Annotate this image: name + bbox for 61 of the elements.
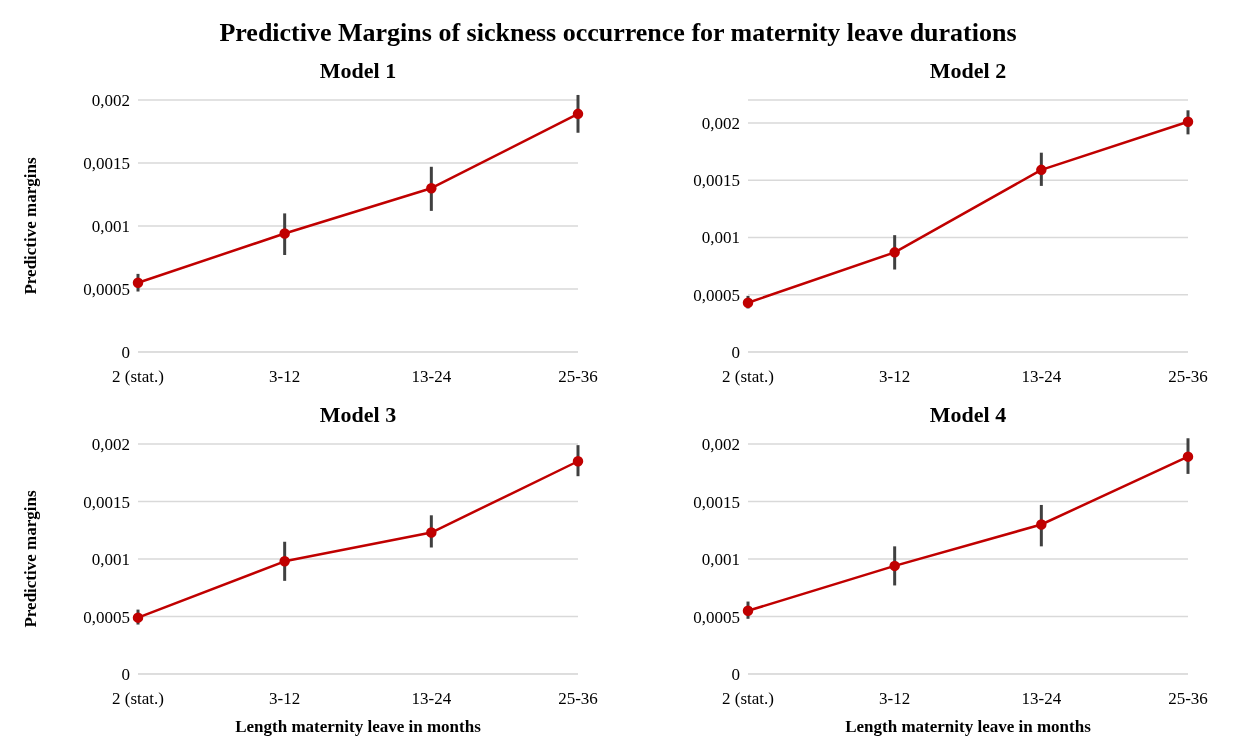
x-tick-label: 2 (stat.) [112,367,164,387]
y-tick-label: 0,0015 [693,171,740,191]
y-tick-label: 0,002 [701,113,740,133]
y-tick-label: 0 [121,343,130,363]
y-tick-label: 0,0005 [83,607,130,627]
x-tick-label: 3-12 [269,367,301,387]
x-tick-label: 13-24 [411,367,452,387]
x-axis-title: Length maternity leave in months [845,717,1092,736]
chart-title: Model 2 [928,58,1008,85]
point [426,182,437,194]
y-tick-label: 0,002 [701,435,740,455]
y-tick-label: 0,002 [91,435,130,455]
y-tick-label: 0,0005 [83,280,130,300]
point [279,228,290,239]
x-tick-label: 25-36 [1168,689,1208,709]
y-tick-label: 0,001 [701,550,740,570]
point [742,605,754,616]
y-tick-label: 0,0015 [83,492,130,512]
x-axis-title: Length maternity leave in months [235,717,482,736]
x-tick-label: 2 (stat.) [722,689,774,709]
point [1182,116,1194,128]
chart-title: Model 4 [928,402,1008,429]
y-tick-label: 0,0015 [693,492,740,512]
x-tick-label: 13-24 [1021,689,1062,709]
chart-title: Model 3 [318,402,398,429]
x-tick-label: 25-36 [558,689,598,709]
point [132,612,144,623]
y-tick-label: 0,002 [91,91,130,111]
x-tick-label: 2 (stat.) [722,367,774,387]
point [1036,519,1047,530]
y-tick-label: 0,001 [701,228,740,248]
point [426,527,437,538]
x-tick-label: 25-36 [558,367,598,387]
y-axis-title: Predictive margins [21,490,41,628]
x-tick-label: 3-12 [879,689,911,709]
y-tick-label: 0,001 [91,550,130,570]
y-tick-label: 0 [731,665,740,685]
y-tick-label: 0,0005 [693,607,740,627]
point [572,456,584,467]
y-tick-label: 0,0005 [693,285,740,305]
point [1036,164,1047,176]
x-tick-label: 13-24 [1021,367,1062,387]
point [279,556,290,567]
point [742,297,754,308]
point [1182,451,1194,462]
point [132,277,144,288]
point [572,108,584,120]
x-tick-label: 3-12 [879,367,911,387]
point [889,560,900,572]
y-tick-label: 0 [731,343,740,363]
x-tick-label: 2 (stat.) [112,689,164,709]
y-tick-label: 0 [121,665,130,685]
text: Predictive Margins of sickness occurrence for maternity leave durations [218,17,1018,49]
x-tick-label: 25-36 [1168,367,1208,387]
point [889,247,900,258]
chart-title: Model 1 [318,58,398,85]
x-tick-label: 3-12 [269,689,301,709]
y-tick-label: 0,001 [91,217,130,237]
x-tick-label: 13-24 [411,689,452,709]
y-tick-label: 0,0015 [83,154,130,174]
y-axis-title: Predictive margins [21,157,41,295]
